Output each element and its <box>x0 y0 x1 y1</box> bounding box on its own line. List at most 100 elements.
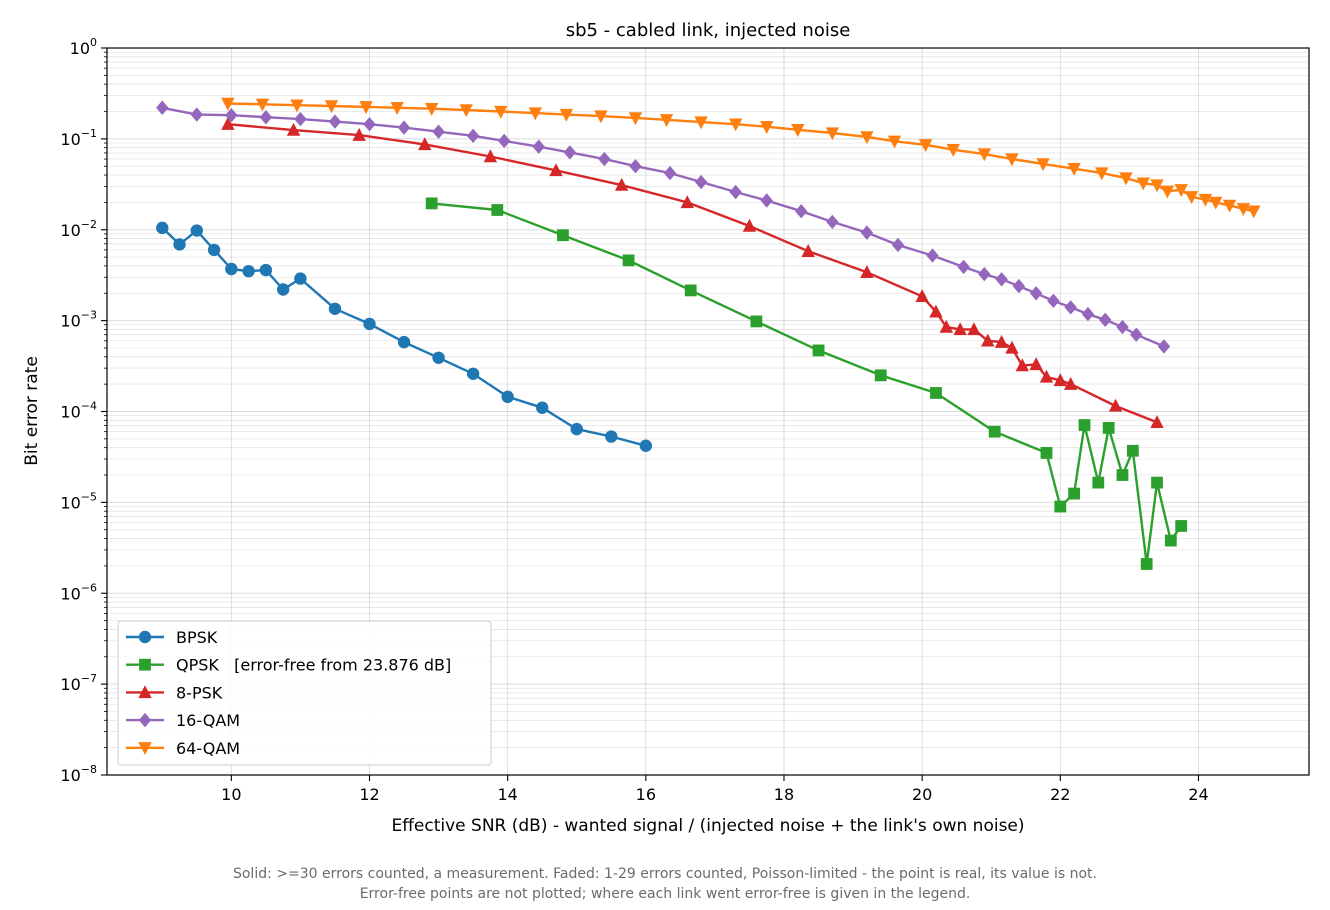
x-tick-label: 20 <box>912 785 932 804</box>
legend-swatch-marker <box>138 685 152 699</box>
data-point <box>424 102 439 116</box>
legend-entry: 16-QAM <box>126 711 240 730</box>
legend-swatch-marker <box>138 742 152 755</box>
series-line <box>227 123 1158 424</box>
data-point <box>1054 500 1067 513</box>
data-point <box>363 117 376 132</box>
y-tick-label: 10−7 <box>60 672 97 694</box>
footnote-line-1: Solid: >=30 errors counted, a measuremen… <box>232 866 1097 882</box>
data-point <box>605 430 618 443</box>
data-point <box>953 322 967 336</box>
data-point <box>1150 179 1164 193</box>
legend-label: 64-QAM <box>176 739 240 758</box>
data-point <box>418 137 432 151</box>
data-point <box>190 224 204 237</box>
data-point <box>684 284 697 297</box>
data-point <box>977 148 992 162</box>
data-point <box>1175 520 1188 532</box>
legend-swatch-marker <box>138 630 152 644</box>
data-point <box>930 387 942 399</box>
data-point <box>255 98 270 112</box>
data-point <box>1209 196 1223 210</box>
data-point <box>1068 487 1081 500</box>
data-point <box>791 124 805 137</box>
data-point <box>742 218 757 232</box>
data-point <box>173 238 186 251</box>
data-point <box>532 139 545 154</box>
legend-label: 16-QAM <box>176 711 240 730</box>
data-point <box>957 259 970 275</box>
data-point <box>290 99 304 113</box>
data-point <box>390 102 404 115</box>
data-point <box>328 302 342 315</box>
series-line <box>431 202 1183 566</box>
data-point <box>680 195 694 209</box>
data-point <box>760 121 774 134</box>
data-point <box>397 120 411 135</box>
y-tick-label: 10−5 <box>60 490 97 512</box>
legend-entry: 8-PSK <box>126 683 223 702</box>
data-point <box>190 107 204 122</box>
data-point <box>918 139 933 153</box>
series-layer <box>156 97 1261 570</box>
data-point <box>276 283 290 296</box>
data-point <box>988 425 1001 438</box>
data-point <box>549 163 563 177</box>
data-point <box>728 118 743 132</box>
data-point <box>614 177 629 191</box>
data-point <box>694 116 708 130</box>
data-point <box>926 248 939 263</box>
data-point <box>328 114 342 129</box>
data-point <box>1174 184 1188 198</box>
y-tick-label: 10−4 <box>60 400 97 422</box>
data-point <box>1081 306 1095 322</box>
data-point <box>294 272 307 285</box>
data-point <box>1078 419 1091 431</box>
data-point <box>1005 340 1019 354</box>
data-point <box>1198 193 1213 207</box>
data-point <box>826 214 839 230</box>
data-point <box>432 351 445 364</box>
data-point <box>594 110 608 124</box>
data-point <box>801 244 815 257</box>
data-point <box>812 344 825 357</box>
data-point <box>207 243 221 257</box>
data-point <box>1064 300 1077 315</box>
legend-swatch-marker <box>138 712 152 728</box>
data-point <box>294 111 307 127</box>
data-point <box>156 221 169 235</box>
data-point <box>242 264 255 278</box>
data-point <box>1039 369 1054 383</box>
data-point <box>729 184 742 200</box>
data-point <box>563 145 577 160</box>
data-point <box>598 151 611 167</box>
legend-swatch-marker <box>139 658 151 671</box>
y-axis: 100 10−1 10−2 10−3 10−4 10−5 10−6 10−7 10−8 <box>60 36 107 785</box>
data-point <box>825 127 840 141</box>
x-tick-label: 24 <box>1188 785 1208 804</box>
data-point <box>1184 191 1199 205</box>
data-point <box>939 319 954 333</box>
data-point <box>750 315 763 328</box>
data-point <box>663 165 677 181</box>
data-point <box>946 144 960 157</box>
data-point <box>1063 376 1078 390</box>
y-tick-label: 100 <box>70 36 97 58</box>
data-point <box>286 122 301 136</box>
legend-label: BPSK <box>176 628 218 647</box>
data-point <box>359 101 373 115</box>
data-point <box>1160 185 1175 199</box>
data-point <box>352 127 366 141</box>
data-point <box>536 401 549 414</box>
data-point <box>860 131 874 145</box>
data-point <box>1005 153 1019 167</box>
data-point <box>1099 312 1112 328</box>
data-point <box>1236 203 1251 217</box>
x-tick-label: 10 <box>221 785 241 804</box>
data-point <box>1164 534 1177 547</box>
data-point <box>995 272 1008 287</box>
legend-entry: QPSK [error-free from 23.876 dB] <box>126 656 451 675</box>
data-point <box>629 159 642 174</box>
series-4 <box>221 97 1261 219</box>
